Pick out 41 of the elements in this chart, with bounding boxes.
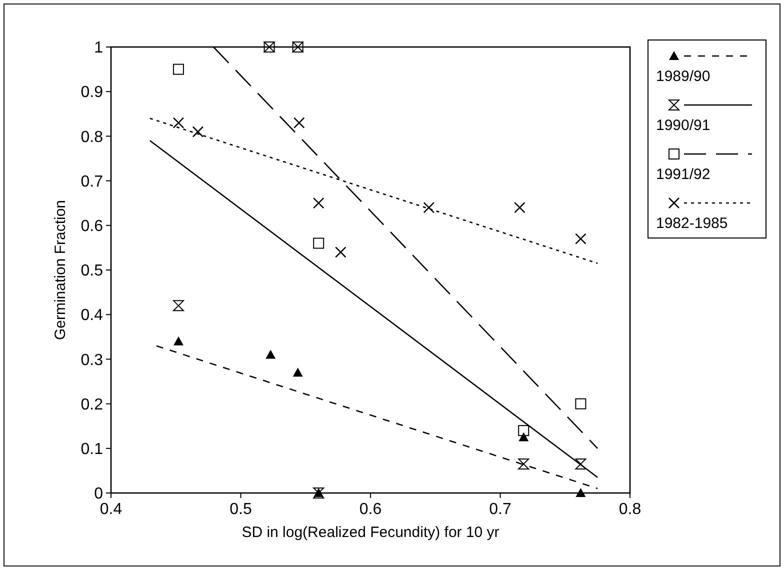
point [172, 300, 184, 312]
x-tick-label: 0.6 [359, 501, 382, 518]
point [423, 202, 435, 214]
point [172, 64, 184, 75]
point [266, 350, 276, 359]
y-tick-label: 0.3 [80, 352, 104, 369]
point [518, 425, 530, 436]
x-tick-label: 0.5 [230, 501, 252, 518]
legend-label: 1990/91 [656, 117, 710, 134]
y-axis-title: Germination Fraction [52, 200, 69, 340]
legend-label: 1989/90 [656, 68, 710, 85]
x-axis-title: SD in log(Realized Fecundity) for 10 yr [242, 524, 500, 541]
point [575, 398, 586, 410]
point [575, 458, 586, 470]
y-tick-label: 0.5 [80, 262, 104, 280]
legend-label: 1982-1985 [656, 215, 728, 232]
y-tick-label: 0.9 [80, 84, 104, 102]
point [575, 233, 586, 244]
point [514, 202, 526, 214]
y-tick-label: 0.8 [80, 128, 104, 146]
point [576, 488, 586, 497]
point [192, 126, 204, 138]
y-tick-label: 0 [94, 486, 104, 503]
point [335, 246, 346, 258]
point [312, 197, 324, 209]
point [173, 336, 184, 346]
y-tick-label: 1 [94, 40, 104, 57]
point [292, 368, 303, 377]
y-tick-label: 0.7 [80, 173, 104, 190]
y-tick-label: 0.6 [80, 218, 104, 235]
legend-label: 1991/92 [656, 166, 710, 183]
y-tick-label: 0.2 [80, 396, 104, 414]
x-tick-label: 0.8 [618, 501, 642, 518]
point [172, 117, 184, 128]
y-tick-label: 0.4 [80, 307, 104, 324]
point [293, 117, 305, 128]
point [518, 458, 530, 470]
point [313, 238, 324, 249]
point [518, 432, 529, 442]
x-tick-label: 0.7 [489, 501, 512, 518]
y-tick-label: 0.1 [80, 441, 104, 458]
